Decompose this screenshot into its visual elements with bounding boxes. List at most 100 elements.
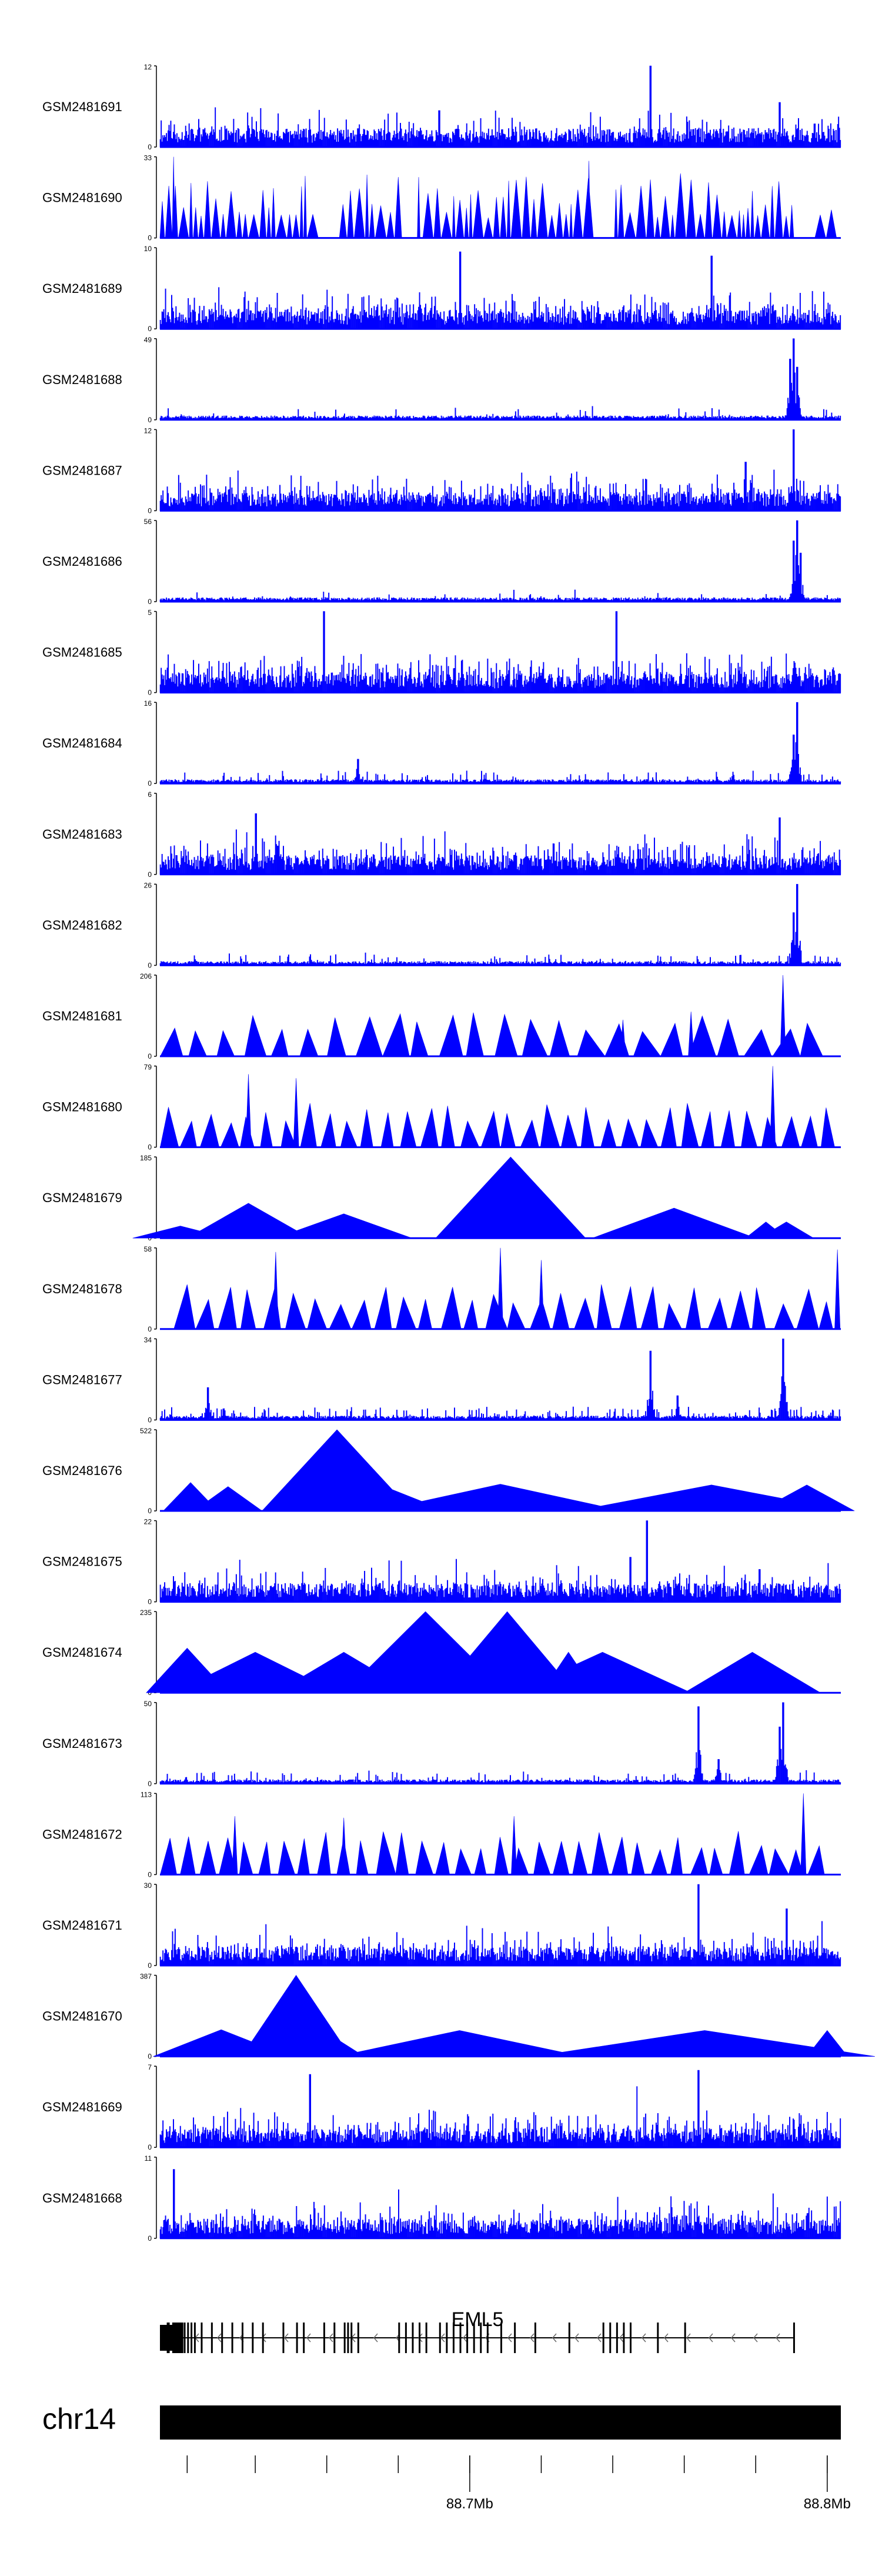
coverage-bars: [159, 2169, 841, 2239]
coverage-triangles: [163, 1429, 855, 1511]
coverage-triangles: [173, 1247, 841, 1330]
track-GSM2481682: GSM2481682 26 0: [42, 881, 841, 969]
coverage-triangles: [160, 1066, 835, 1147]
track-GSM2481691: GSM2481691 12 0: [42, 63, 841, 151]
chromosome-label: chr14: [42, 2403, 116, 2435]
y-max-label: 12: [144, 63, 152, 71]
strand-chevron: [329, 2333, 333, 2343]
y-min-label: 0: [148, 598, 152, 606]
track-label: GSM2481678: [42, 1282, 122, 1296]
track-label: GSM2481671: [42, 1918, 122, 1933]
y-max-label: 522: [140, 1427, 152, 1435]
y-min-label: 0: [148, 416, 152, 424]
coverage-triangles: [160, 975, 823, 1057]
gene-exon: [180, 2323, 183, 2353]
track-label: GSM2481686: [42, 554, 122, 569]
gene-exon: [191, 2323, 193, 2353]
track-label: GSM2481680: [42, 1100, 122, 1115]
strand-chevron: [776, 2333, 780, 2343]
coverage-bars: [159, 1520, 841, 1602]
gene-exon: [623, 2323, 625, 2353]
track-label: GSM2481685: [42, 645, 122, 660]
strand-chevron: [418, 2333, 423, 2343]
coverage-triangles: [153, 1975, 875, 2057]
y-min-label: 0: [148, 2143, 152, 2151]
y-min-label: 0: [148, 1052, 152, 1060]
y-max-label: 7: [148, 2063, 152, 2071]
track-GSM2481677: GSM2481677 34 0: [42, 1336, 841, 1424]
coverage-bars: [159, 429, 841, 511]
y-min-label: 0: [148, 961, 152, 969]
gene-exon: [616, 2323, 618, 2353]
track-GSM2481680: GSM2481680 79 0: [42, 1063, 841, 1152]
y-max-label: 5: [148, 609, 152, 617]
y-min-label: 0: [148, 506, 152, 515]
gene-exon: [568, 2323, 570, 2353]
track-GSM2481685: GSM2481685 5 0: [42, 609, 841, 697]
strand-chevron: [686, 2333, 691, 2343]
gene-exon: [178, 2323, 181, 2353]
y-max-label: 235: [140, 1609, 152, 1617]
strand-chevron: [619, 2333, 624, 2343]
gene-exon: [183, 2323, 186, 2353]
track-label: GSM2481673: [42, 1736, 122, 1751]
track-label: GSM2481677: [42, 1372, 122, 1387]
y-min-label: 0: [148, 143, 152, 151]
strand-chevron: [731, 2333, 736, 2343]
y-max-label: 185: [140, 1154, 152, 1162]
track-GSM2481670: GSM2481670 387 0: [42, 1973, 875, 2061]
track-GSM2481687: GSM2481687 12 0: [42, 426, 841, 515]
gene-exon: [201, 2323, 203, 2353]
track-label: GSM2481684: [42, 736, 122, 750]
strand-chevron: [597, 2333, 602, 2343]
y-min-label: 0: [148, 2234, 152, 2243]
strand-chevron: [373, 2333, 378, 2343]
track-GSM2481671: GSM2481671 30 0: [42, 1881, 841, 1970]
coverage-bars: [159, 1339, 841, 1420]
chromosome-band: [160, 2405, 841, 2440]
track-label: GSM2481683: [42, 827, 122, 842]
gene-exon: [412, 2323, 414, 2353]
gene-exon: [425, 2323, 427, 2353]
y-max-label: 22: [144, 1518, 152, 1526]
gene-exon: [534, 2323, 536, 2353]
gene-exon: [630, 2323, 632, 2353]
gene-exon: [514, 2323, 516, 2353]
genome-axis: 88.7Mb 88.8Mb: [186, 2455, 851, 2512]
gene-exon: [602, 2323, 604, 2353]
track-label: GSM2481668: [42, 2191, 122, 2205]
coverage-triangles: [132, 1156, 814, 1239]
gene-exon: [172, 2323, 175, 2353]
track-label: GSM2481679: [42, 1190, 122, 1205]
track-GSM2481678: GSM2481678 58 0: [42, 1245, 841, 1333]
y-max-label: 58: [144, 1245, 152, 1253]
gene-exon: [466, 2323, 469, 2353]
y-max-label: 11: [145, 2154, 152, 2163]
track-label: GSM2481687: [42, 463, 122, 478]
coverage-bars: [159, 1702, 841, 1784]
chromosome-ideogram: chr14: [42, 2403, 841, 2440]
strand-chevron: [284, 2333, 289, 2343]
track-label: GSM2481672: [42, 1827, 122, 1841]
gene-exon: [211, 2323, 213, 2353]
track-GSM2481669: GSM2481669 7 0: [42, 2063, 841, 2151]
gene-name-label: EML5: [452, 2308, 504, 2331]
gene-exon: [357, 2323, 359, 2353]
strand-chevron: [642, 2333, 646, 2343]
y-max-label: 26: [144, 881, 152, 889]
track-label: GSM2481690: [42, 191, 122, 205]
y-max-label: 387: [140, 1973, 152, 1981]
gene-exon: [439, 2323, 441, 2353]
y-max-label: 33: [144, 154, 152, 162]
y-max-label: 34: [144, 1336, 152, 1344]
strand-chevron: [440, 2333, 445, 2343]
y-min-label: 0: [148, 870, 152, 879]
y-max-label: 50: [144, 1700, 152, 1708]
gene-exon: [350, 2323, 353, 2353]
gene-exon: [296, 2323, 298, 2353]
gene-exon: [480, 2323, 482, 2353]
strand-chevron: [306, 2333, 311, 2343]
y-max-label: 206: [140, 972, 152, 980]
track-GSM2481686: GSM2481686 56 0: [42, 518, 841, 606]
